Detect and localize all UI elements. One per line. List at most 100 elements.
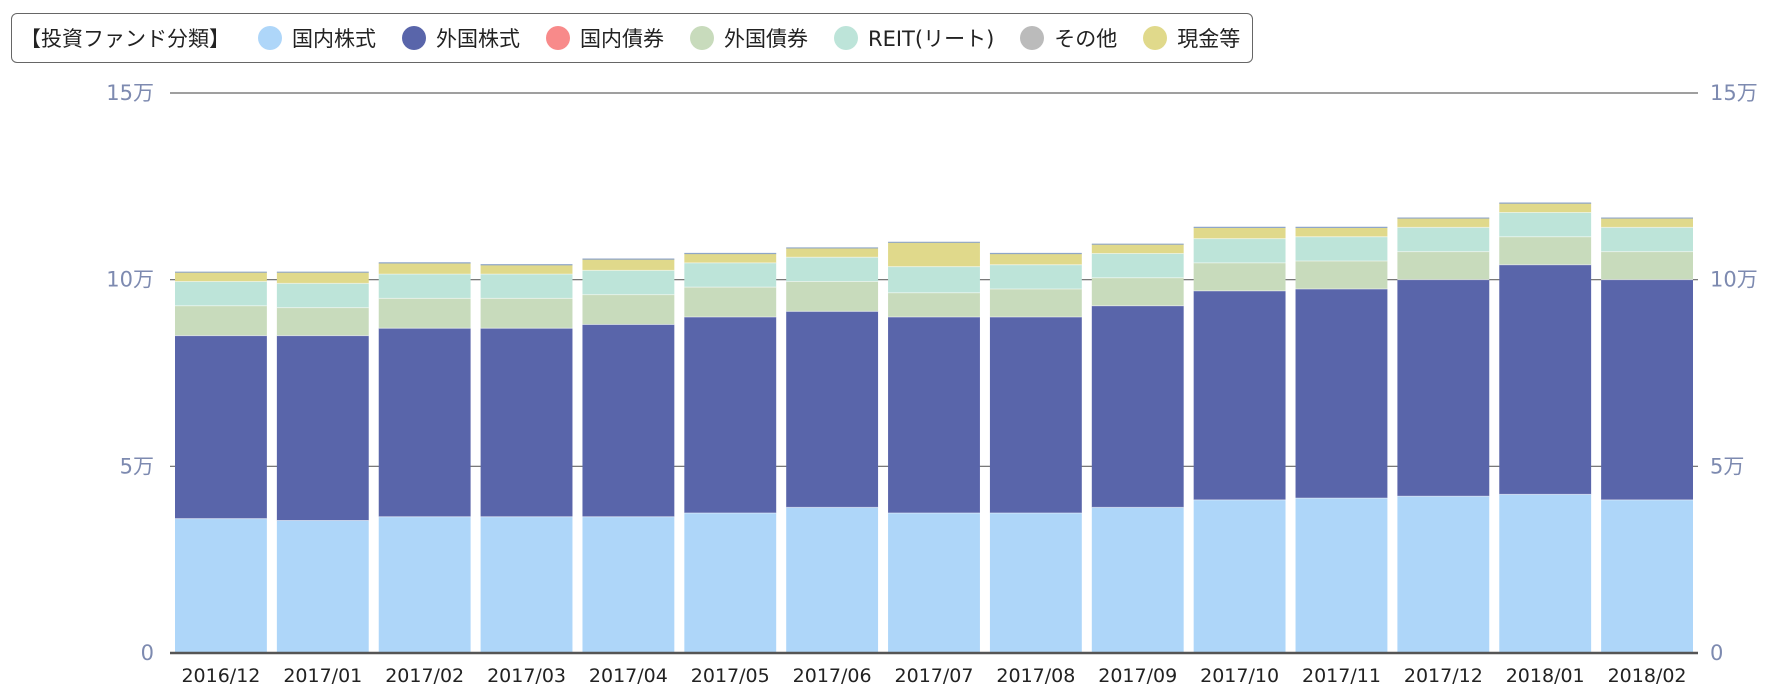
bar-segment — [1397, 227, 1490, 252]
bar-segment — [1091, 277, 1184, 306]
bar-segment — [1397, 218, 1490, 228]
bar-segment — [888, 266, 980, 293]
x-tick-label: 2017/02 — [385, 665, 464, 687]
bar-segment — [480, 264, 573, 275]
bar-segment — [175, 518, 267, 653]
bar-segment — [582, 516, 675, 653]
bar-segment — [989, 289, 1082, 317]
x-tick-label: 2017/03 — [487, 665, 566, 687]
bar-segment — [786, 311, 879, 508]
bar-segment — [1601, 227, 1693, 252]
legend-item[interactable]: REIT(リート) — [834, 23, 994, 53]
bar-segment — [1499, 494, 1592, 653]
bar-segment — [888, 292, 980, 317]
bar-segment — [1499, 236, 1592, 265]
bar-segment — [888, 513, 980, 653]
x-tick-label: 2018/01 — [1506, 665, 1585, 687]
x-tick-label: 2017/11 — [1302, 665, 1381, 687]
bar-segment — [989, 317, 1082, 513]
bar-segment — [1193, 227, 1286, 239]
bar-segment — [989, 513, 1082, 653]
bar-segment — [175, 335, 267, 519]
bar-segment — [1601, 251, 1693, 280]
bar-segment — [582, 259, 675, 271]
bar-segment — [1295, 498, 1388, 653]
bar-segment — [684, 253, 777, 263]
bar-segment — [582, 270, 675, 295]
bar-segment — [989, 253, 1082, 265]
legend-swatch — [834, 26, 858, 50]
legend-swatch — [1020, 26, 1045, 50]
bar-segment — [1601, 499, 1693, 653]
legend-label: 国内株式 — [292, 27, 376, 51]
legend-item[interactable]: その他 — [1020, 23, 1117, 53]
bar-segment — [480, 328, 573, 517]
bar-segment — [684, 287, 777, 317]
bar-segment — [684, 513, 777, 653]
bar-segment — [1397, 251, 1490, 280]
legend-item[interactable]: 外国株式 — [402, 23, 520, 53]
legend-label: 外国債券 — [724, 27, 808, 51]
bar-segment — [684, 317, 777, 513]
bar-segment — [582, 324, 675, 517]
bar-segment — [1499, 203, 1592, 213]
bar-segment — [276, 335, 369, 521]
bar-segment — [378, 298, 471, 329]
bar-segment — [378, 262, 471, 275]
bar-segment — [378, 328, 471, 517]
bar-segment — [276, 307, 369, 336]
legend-title: 【投資ファンド分類】 — [20, 27, 230, 51]
bar-segment — [684, 262, 777, 288]
x-tick-label: 2017/05 — [691, 665, 770, 687]
bar-segment — [175, 281, 267, 306]
bar-segment — [1295, 227, 1388, 237]
legend-item[interactable]: 現金等 — [1143, 23, 1240, 53]
legend-swatch — [258, 26, 282, 50]
bar-segment — [1193, 290, 1286, 500]
y-tick-label-left: 0 — [141, 641, 154, 665]
bar-segment — [786, 247, 879, 258]
bar-segment — [378, 274, 471, 299]
bar-segment — [989, 264, 1082, 289]
y-tick-label-right: 10万 — [1710, 268, 1758, 292]
x-tick-label: 2017/12 — [1404, 665, 1483, 687]
bar-segment — [1397, 279, 1490, 497]
legend-swatch — [690, 26, 714, 50]
x-tick-label: 2017/01 — [283, 665, 362, 687]
x-tick-label: 2017/06 — [793, 665, 872, 687]
legend-label: その他 — [1054, 27, 1118, 51]
bar-segment — [480, 274, 573, 299]
legend-item[interactable]: 外国債券 — [690, 23, 808, 53]
bar-segment — [1193, 238, 1286, 263]
bar-segment — [786, 507, 879, 653]
bar-segment — [582, 294, 675, 325]
bar-segment — [1091, 507, 1184, 653]
bar-segment — [888, 242, 980, 267]
y-tick-label-left: 15万 — [106, 81, 154, 105]
legend-swatch — [402, 26, 426, 50]
legend-label: 外国株式 — [436, 27, 520, 51]
legend-swatch — [1143, 26, 1168, 50]
y-tick-label-right: 0 — [1710, 641, 1723, 665]
x-tick-label: 2017/08 — [996, 665, 1075, 687]
y-tick-label-left: 10万 — [106, 268, 154, 292]
y-tick-label-right: 15万 — [1710, 81, 1758, 105]
legend-label: 国内債券 — [580, 27, 664, 51]
bar-segment — [1601, 218, 1693, 228]
legend-item[interactable]: 国内債券 — [546, 23, 664, 53]
bar-segment — [1295, 236, 1388, 261]
y-tick-label-left: 5万 — [120, 454, 154, 478]
bar-segment — [786, 281, 879, 312]
bar-segment — [1091, 305, 1184, 508]
bar-segment — [1193, 499, 1286, 653]
x-tick-label: 2017/04 — [589, 665, 668, 687]
legend-label: 現金等 — [1177, 27, 1241, 51]
x-tick-label: 2017/10 — [1200, 665, 1279, 687]
bar-segment — [1091, 253, 1184, 278]
bar-segment — [1091, 244, 1184, 254]
legend-item[interactable]: 国内株式 — [258, 23, 376, 53]
bar-segment — [1397, 496, 1490, 653]
bar-segment — [175, 272, 267, 282]
bar-segment — [1499, 264, 1592, 495]
